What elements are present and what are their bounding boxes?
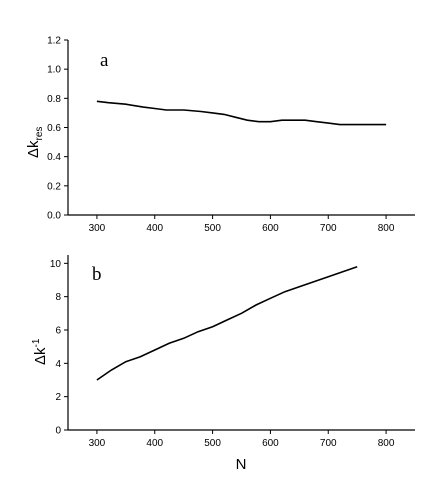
panel-a-x-tick-label: 400	[146, 223, 163, 234]
panel-b-x-tick-label: 600	[262, 438, 279, 449]
panel-b-y-axis-label: Δk-1	[31, 338, 49, 365]
panel-b-y-tick-label: 10	[50, 259, 62, 270]
panel-b-x-tick-label: 700	[320, 438, 337, 449]
panel-b-plot: 300 400 500 600 700 800 0 2 4 6 8 10 b Δk-1 N	[31, 255, 415, 473]
panel-b-x-axis-label: N	[236, 456, 247, 473]
panel-b-series-line	[96, 265, 358, 381]
panel-b-y-tick-label: 0	[55, 426, 61, 437]
panel-a-y-tick-label: 0.0	[47, 211, 61, 222]
panel-b-x-tick-label: 800	[378, 438, 395, 449]
panel-a-y-ticks: 0.0 0.2 0.4 0.6 0.8 1.0 1.2	[47, 36, 68, 222]
panel-a-y-tick-label: 0.8	[47, 94, 61, 105]
panel-b-y-tick-label: 8	[55, 292, 61, 303]
panel-a-y-axis-label: Δkres	[25, 127, 45, 158]
panel-b-x-tick-label: 300	[89, 438, 106, 449]
panel-a-y-tick-label: 0.2	[47, 181, 61, 192]
panel-b-y-tick-label: 2	[55, 392, 61, 403]
panel-a-x-tick-label: 600	[262, 223, 279, 234]
panel-a-y-tick-label: 1.2	[47, 36, 61, 47]
panel-a-x-tick-label: 700	[320, 223, 337, 234]
panel-a-plot: 300 400 500 600 700 800 0.0 0.2 0.4 0.6 0.8 1.0 1.2…	[25, 36, 415, 234]
panel-b-y-tick-label: 4	[55, 359, 61, 370]
panel-a-x-tick-label: 500	[204, 223, 221, 234]
panel-b-x-tick-label: 400	[146, 438, 163, 449]
panel-a-y-tick-label: 0.4	[47, 152, 61, 163]
panel-a-x-ticks: 300 400 500 600 700 800	[89, 215, 395, 234]
panel-b-x-tick-label: 500	[204, 438, 221, 449]
panel-a-y-tick-label: 0.6	[47, 123, 61, 134]
panel-b-x-ticks: 300 400 500 600 700 800	[89, 430, 395, 449]
panel-a-x-tick-label: 300	[89, 223, 106, 234]
panel-a-x-tick-label: 800	[378, 223, 395, 234]
panel-b-y-ticks: 0 2 4 6 8 10	[50, 259, 68, 437]
panel-a-label: a	[100, 50, 109, 71]
panel-b-y-tick-label: 6	[55, 326, 61, 337]
panel-a-y-tick-label: 1.0	[47, 65, 61, 76]
panel-b-label: b	[92, 264, 102, 285]
panel-a-series-line	[96, 100, 387, 126]
